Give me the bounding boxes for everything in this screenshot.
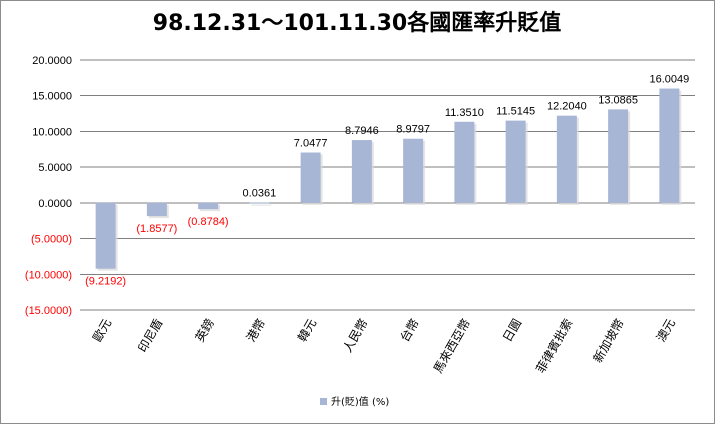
data-label: 16.0049 xyxy=(649,74,689,86)
bar xyxy=(146,202,167,217)
y-axis-ticks: 20.0000 15.0000 10.0000 5.0000 0.0000 (5.0000… xyxy=(25,55,72,317)
x-tick-label: 歐元 xyxy=(89,316,114,344)
x-axis-ticks: 歐元 印尼盾 英鎊 港幣 韓元 人民幣 台幣 馬來西亞幣 日圓 菲律賓批索 新加坡幣 澳元 xyxy=(89,316,678,375)
bar xyxy=(249,202,270,204)
x-tick-label: 人民幣 xyxy=(340,317,370,355)
data-label: 8.9797 xyxy=(396,124,430,136)
data-label: 13.0865 xyxy=(598,94,638,106)
legend-label: 升(貶)值 (%) xyxy=(331,395,389,408)
y-tick-label: (10.0000) xyxy=(25,269,72,281)
data-label: (1.8577) xyxy=(136,223,177,235)
bar xyxy=(351,140,372,203)
bar-shadow xyxy=(251,204,272,206)
x-tick-label: 菲律賓批索 xyxy=(532,316,575,375)
bars xyxy=(95,88,682,271)
bar xyxy=(403,138,424,203)
data-label: 0.0361 xyxy=(243,188,277,200)
x-tick-label: 日圓 xyxy=(500,317,524,345)
chart-title: 98.12.31～101.11.30各國匯率升貶值 xyxy=(153,10,561,36)
bar xyxy=(198,202,219,210)
bar xyxy=(95,202,116,269)
bar xyxy=(659,88,680,203)
x-tick-label: 台幣 xyxy=(397,316,422,344)
data-label: 7.0477 xyxy=(294,138,328,150)
data-labels: (9.2192) (1.8577) (0.8784) 0.0361 7.0477 8.79… xyxy=(85,74,689,288)
data-label: 8.7946 xyxy=(345,125,379,137)
y-tick-label: 15.0000 xyxy=(32,91,72,103)
x-tick-label: 印尼盾 xyxy=(135,317,165,355)
data-label: (9.2192) xyxy=(85,276,126,288)
data-label: 11.3510 xyxy=(445,107,484,119)
y-tick-label: 5.0000 xyxy=(38,162,72,174)
y-tick-label: 0.0000 xyxy=(38,198,72,210)
bar xyxy=(608,109,629,203)
bar xyxy=(454,121,475,203)
bar xyxy=(505,120,526,203)
y-tick-label: (15.0000) xyxy=(25,305,72,317)
x-tick-label: 新加坡幣 xyxy=(590,316,627,365)
data-label: 12.2040 xyxy=(547,101,587,113)
x-tick-label: 澳元 xyxy=(654,317,678,345)
data-label: 11.5145 xyxy=(496,106,535,118)
y-tick-label: 10.0000 xyxy=(32,126,72,138)
bar xyxy=(300,152,321,203)
x-tick-label: 港幣 xyxy=(244,317,268,345)
data-label: (0.8784) xyxy=(188,216,229,228)
legend: 升(貶)值 (%) xyxy=(320,395,389,408)
legend-swatch xyxy=(320,398,327,405)
y-tick-label: 20.0000 xyxy=(32,55,72,67)
bar xyxy=(556,115,577,203)
x-tick-label: 英鎊 xyxy=(192,316,217,344)
y-tick-label: (5.0000) xyxy=(31,234,72,246)
x-tick-label: 馬來西亞幣 xyxy=(431,317,473,376)
x-tick-label: 韓元 xyxy=(295,317,319,345)
gridlines xyxy=(80,59,695,311)
